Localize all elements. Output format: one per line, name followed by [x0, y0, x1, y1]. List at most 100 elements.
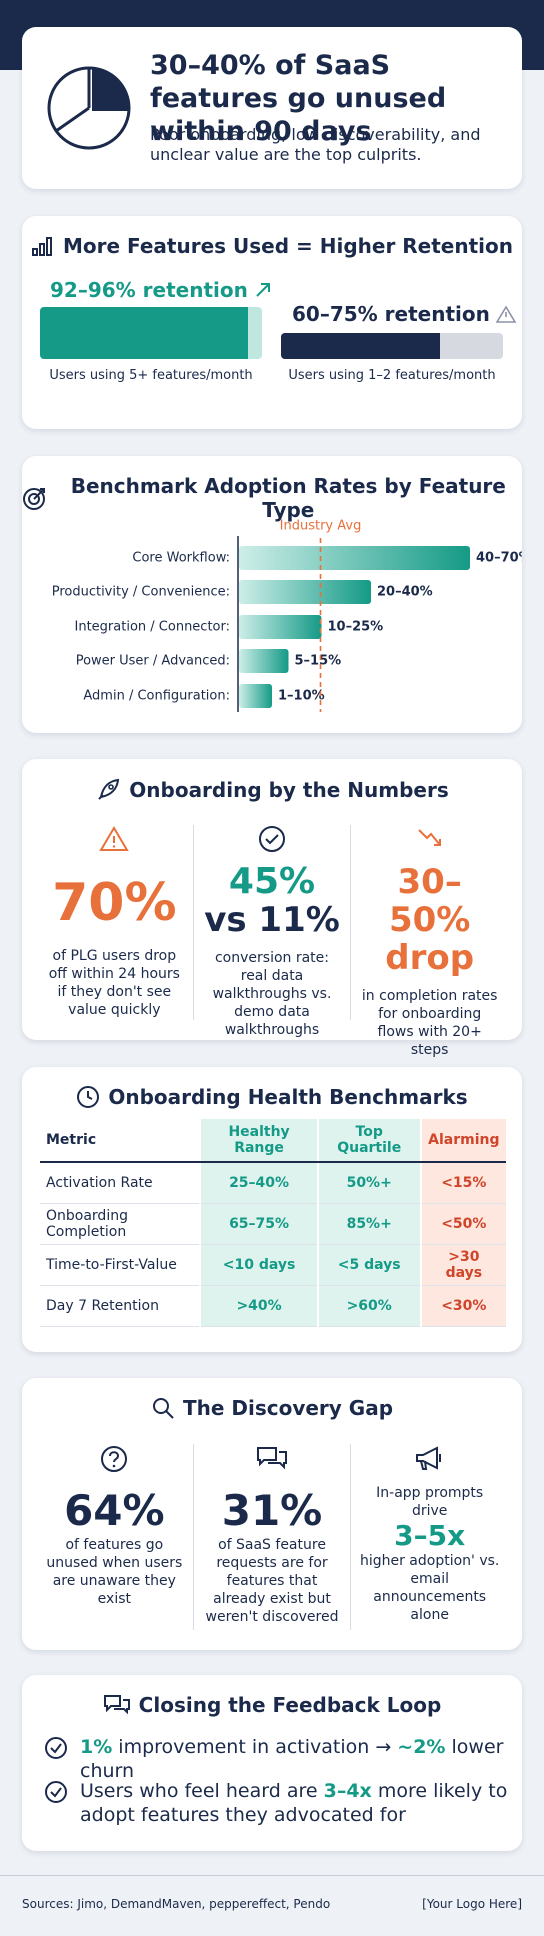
retention-card: More Features Used = Higher Retention 92…: [22, 216, 522, 429]
discovery-card: The Discovery Gap 64% of features go unu…: [22, 1378, 522, 1650]
table-cell: >30 days: [419, 1244, 506, 1286]
highlight: ~2%: [397, 1736, 446, 1758]
card-title: Closing the Feedback Loop: [22, 1693, 522, 1717]
row-label: Power User / Advanced:: [76, 654, 230, 669]
table-cell: 50%+: [316, 1162, 421, 1204]
warning-icon: [495, 305, 516, 323]
card-title: Benchmark Adoption Rates by Feature Type: [22, 474, 522, 522]
question-icon: [101, 1446, 128, 1472]
table-cell: >60%: [316, 1285, 421, 1327]
stat-pre: In-app prompts drive: [376, 1485, 484, 1519]
row-label: Core Workflow:: [132, 551, 230, 566]
tick: [50, 1787, 62, 1798]
value-label: 20–40%: [377, 585, 433, 600]
title-text: Closing the Feedback Loop: [138, 1693, 442, 1717]
value-label: 5–15%: [295, 654, 342, 669]
table-row: Onboarding Completion 65–75% 85%+ <50%: [40, 1203, 506, 1245]
table-cell: 65–75%: [199, 1203, 318, 1245]
table-row: Day 7 Retention >40% >60% <30%: [40, 1285, 506, 1327]
retention-label: 60–75% retention: [292, 302, 516, 326]
table-cell: <15%: [419, 1162, 506, 1204]
target-icon: [23, 488, 45, 510]
search-icon: [152, 1398, 174, 1419]
label-text: 92–96% retention: [50, 278, 248, 302]
value-label: 40–70%: [476, 551, 522, 566]
title-text: Benchmark Adoption Rates by Feature Type: [70, 474, 506, 522]
card-title: More Features Used = Higher Retention: [22, 234, 522, 258]
up-arrow-icon: [256, 283, 270, 297]
text: more likely to adopt features they advoc…: [80, 1780, 514, 1826]
stat-text: higher adoption' vs. email announcements…: [359, 1553, 500, 1623]
tick: [50, 1743, 62, 1754]
retention-bar: [281, 333, 440, 359]
value-label: 1–10%: [278, 689, 325, 704]
stat-text: of SaaS feature requests are for feature…: [205, 1537, 339, 1625]
text: Users who feel heard are: [80, 1780, 324, 1802]
label-text: 60–75% retention: [292, 302, 490, 326]
table-cell: Onboarding Completion: [40, 1203, 201, 1245]
highlight: 3–4x: [323, 1780, 372, 1802]
column-header: Metric: [40, 1119, 201, 1163]
stat-text: conversion rate: real data walkthroughs …: [212, 950, 332, 1038]
footer-rule: [0, 1875, 544, 1876]
stat-value: 70%: [52, 873, 177, 933]
stat: In-app prompts drive 3–5x higher adoptio…: [350, 1444, 508, 1630]
chat-icon: [257, 1447, 287, 1470]
rocket-icon: [98, 778, 120, 800]
title-text: Onboarding by the Numbers: [129, 778, 449, 802]
card-title: Onboarding by the Numbers: [22, 777, 522, 803]
stat-columns: 70% of PLG users drop off within 24 hour…: [36, 825, 508, 1058]
table-cell: 25–40%: [199, 1162, 318, 1204]
benchmark-card: Benchmark Adoption Rates by Feature Type…: [22, 456, 522, 733]
clock-icon: [77, 1086, 100, 1108]
title-text: Onboarding Health Benchmarks: [108, 1085, 468, 1109]
feedback-item: Users who feel heard are 3–4x more likel…: [44, 1779, 508, 1827]
table-cell: <10 days: [199, 1244, 318, 1286]
hero-subtitle: Poor onboarding, low discoverability, an…: [150, 125, 481, 164]
title-text: The Discovery Gap: [182, 1396, 394, 1420]
retention-caption: Users using 5+ features/month: [49, 368, 253, 383]
value-label: 10–25%: [328, 620, 384, 635]
text: improvement in activation →: [112, 1736, 398, 1758]
bar: [239, 580, 371, 604]
table-cell: Day 7 Retention: [40, 1285, 201, 1327]
check-icon: [259, 826, 285, 852]
table-row: Time-to-First-Value <10 days <5 days >30 da…: [40, 1244, 506, 1286]
stat-text: in completion rates for onboarding flows…: [361, 988, 498, 1058]
stat: 70% of PLG users drop off within 24 hour…: [36, 825, 193, 1020]
stat-value: 30–50%: [388, 862, 471, 940]
benchmark-chart: Core Workflow: 40–70% Productivity / Conve…: [52, 519, 522, 712]
circle: [45, 1781, 67, 1803]
card-title: The Discovery Gap: [22, 1396, 522, 1420]
stat-text: of features go unused when users are una…: [46, 1537, 183, 1607]
table-cell: <50%: [419, 1203, 506, 1245]
stat-text: of PLG users drop off within 24 hours if…: [48, 948, 180, 1018]
text: lower churn: [80, 1736, 510, 1782]
stat-columns: 64% of features go unused when users are…: [36, 1444, 508, 1630]
row-label: Productivity / Convenience:: [52, 585, 230, 600]
chat-icon: [103, 1695, 130, 1715]
column-header: Top Quartile: [316, 1119, 421, 1163]
retention-label: 92–96% retention: [50, 278, 272, 302]
stat: 31% of SaaS feature requests are for fea…: [192, 1444, 351, 1630]
row-label: Admin / Configuration:: [83, 689, 230, 704]
table-cell: <5 days: [316, 1244, 421, 1286]
stat-value: 31%: [221, 1486, 323, 1535]
logo-placeholder: [Your Logo Here]: [422, 1897, 522, 1911]
onboarding-card: Onboarding by the Numbers 70% of PLG use…: [22, 759, 522, 1058]
trend-down-icon: [417, 829, 441, 846]
table-cell: >40%: [199, 1285, 318, 1327]
table-cell: <30%: [419, 1285, 506, 1327]
bars-icon: [31, 237, 52, 256]
stat-value-2: drop: [385, 938, 475, 978]
bar: [239, 684, 272, 708]
title-text: More Features Used = Higher Retention: [62, 234, 513, 258]
pie-icon: [47, 66, 131, 150]
sources: Sources: Jimo, DemandMaven, peppereffect…: [22, 1897, 331, 1911]
card-title: Onboarding Health Benchmarks: [22, 1085, 522, 1109]
table-cell: Time-to-First-Value: [40, 1244, 201, 1286]
header-row: Metric Healthy Range Top Quartile Alarming: [40, 1119, 506, 1163]
stat-value: 64%: [64, 1486, 165, 1535]
bar: [239, 546, 470, 570]
warning-icon: [99, 826, 130, 851]
